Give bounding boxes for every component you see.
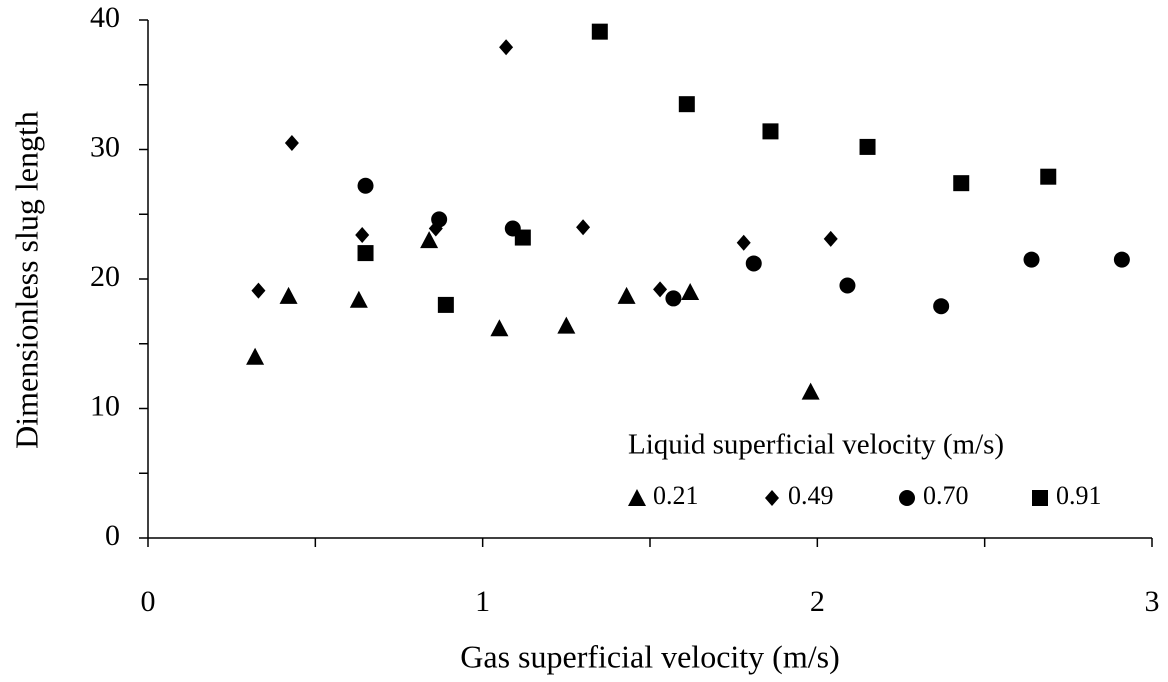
y-tick-label: 10 bbox=[90, 389, 120, 422]
point bbox=[246, 347, 265, 365]
legend-title: Liquid superficial velocity (m/s) bbox=[628, 429, 1004, 461]
x-axis-title: Gas superficial velocity (m/s) bbox=[460, 638, 839, 674]
point bbox=[284, 135, 299, 152]
point bbox=[557, 316, 576, 334]
point bbox=[349, 290, 368, 308]
point bbox=[933, 298, 950, 315]
point bbox=[762, 123, 779, 140]
point bbox=[251, 282, 266, 299]
legend-label: 0.21 bbox=[653, 481, 699, 510]
point bbox=[357, 245, 374, 262]
x-tick-label: 2 bbox=[810, 585, 825, 618]
legend-label: 0.91 bbox=[1056, 481, 1102, 510]
point bbox=[681, 282, 700, 300]
point bbox=[490, 319, 509, 337]
point bbox=[736, 234, 751, 251]
x-tick-label: 3 bbox=[1145, 585, 1160, 618]
legend-marker bbox=[765, 490, 779, 506]
point bbox=[514, 229, 531, 246]
point bbox=[859, 138, 876, 155]
legend-label: 0.70 bbox=[923, 481, 969, 510]
y-axis-title: Dimensionless slug length bbox=[8, 111, 44, 449]
legend-label: 0.49 bbox=[788, 481, 834, 510]
legend-marker bbox=[1032, 490, 1048, 506]
point bbox=[355, 226, 370, 243]
point bbox=[437, 296, 454, 313]
x-tick-label: 1 bbox=[475, 585, 490, 618]
point bbox=[745, 255, 762, 272]
point bbox=[653, 281, 668, 298]
legend-marker bbox=[899, 490, 915, 506]
point bbox=[953, 175, 970, 192]
point bbox=[665, 290, 682, 307]
x-tick-label: 0 bbox=[141, 585, 156, 618]
point bbox=[617, 286, 636, 304]
point bbox=[431, 211, 448, 228]
point bbox=[279, 286, 298, 304]
point bbox=[823, 230, 838, 247]
point bbox=[839, 277, 856, 294]
y-tick-label: 40 bbox=[90, 1, 120, 34]
point bbox=[357, 177, 374, 194]
y-tick-label: 0 bbox=[105, 519, 120, 552]
point bbox=[801, 382, 820, 400]
legend-marker bbox=[628, 489, 646, 506]
point bbox=[678, 96, 695, 113]
point bbox=[1113, 251, 1130, 268]
y-tick-label: 20 bbox=[90, 260, 120, 293]
point bbox=[576, 219, 591, 236]
y-tick-label: 30 bbox=[90, 130, 120, 163]
point bbox=[499, 39, 514, 56]
point bbox=[1040, 168, 1057, 185]
point bbox=[591, 23, 608, 40]
point bbox=[1023, 251, 1040, 268]
point bbox=[420, 231, 439, 249]
